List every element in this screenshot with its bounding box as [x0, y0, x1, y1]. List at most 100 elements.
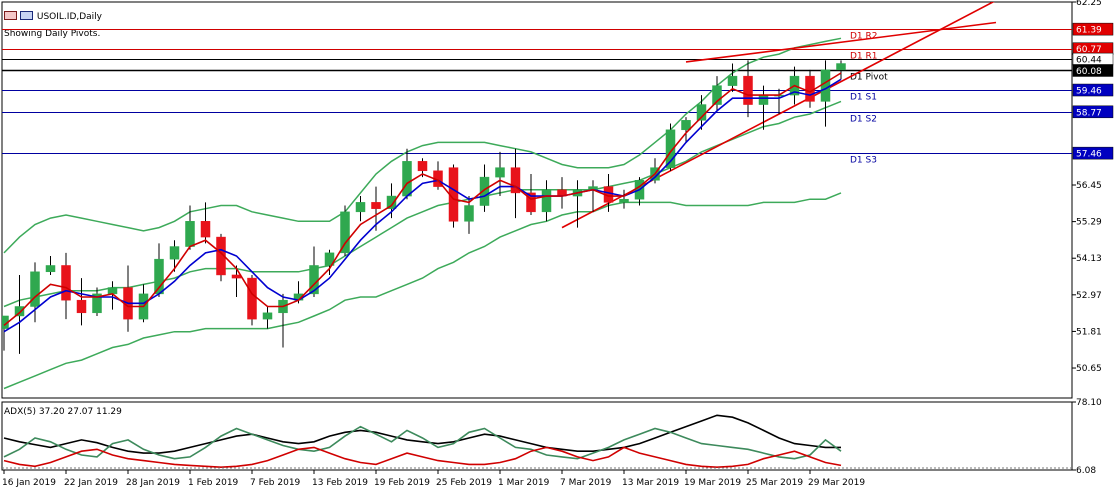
candle: [526, 173, 536, 215]
adx-series-line: [3, 446, 842, 469]
pivot-label: D1 S1: [850, 93, 877, 103]
x-tick-label: 29 Mar 2019: [808, 478, 865, 488]
candle: [619, 189, 629, 209]
x-tick-label: 13 Mar 2019: [622, 478, 679, 488]
candle-body: [200, 221, 211, 238]
candle: [681, 117, 691, 143]
pivot-label: D1 S3: [850, 156, 877, 166]
x-tick-label: 1 Mar 2019: [498, 478, 550, 488]
candle-body: [712, 85, 722, 105]
candle: [216, 233, 226, 282]
price-tag: 57.46: [1072, 146, 1114, 160]
candle: [14, 274, 25, 354]
price-tag-bg: [1072, 22, 1114, 36]
adx-panel-frame: [1, 401, 1073, 471]
pivot-label: D1 R1: [850, 52, 878, 62]
candle: [402, 148, 412, 200]
price-tag-bg: [1072, 64, 1114, 77]
price-tag-label: 58.77: [1076, 108, 1102, 118]
candle-body: [216, 236, 226, 276]
x-tick-label: 19 Feb 2019: [374, 478, 430, 488]
candle: [371, 186, 381, 231]
x-tick-label: 22 Jan 2019: [64, 478, 118, 488]
candle-body: [45, 265, 56, 273]
candle-body: [541, 189, 552, 213]
candle: [169, 240, 180, 272]
candle-body: [619, 198, 629, 203]
adx-plot-group: [2, 414, 1072, 469]
candle-body: [185, 221, 195, 247]
y-tick-label: 51.81: [1076, 327, 1102, 337]
candle-body: [386, 195, 397, 209]
candle-body: [417, 161, 428, 172]
pivot-label: D1 R2: [850, 32, 878, 42]
x-tick-label: 28 Jan 2019: [126, 478, 180, 488]
candle: [247, 274, 257, 326]
price-tag-bg: [1072, 146, 1114, 160]
adx-y-tick-label: 78.10: [1076, 398, 1102, 408]
candle: [278, 293, 288, 348]
candle-body: [262, 312, 273, 320]
candle-body: [169, 246, 180, 260]
x-tick-label: 25 Mar 2019: [746, 478, 803, 488]
x-tick-label: 1 Feb 2019: [188, 478, 239, 488]
candle: [45, 256, 56, 275]
y-tick-label: 62.25: [1076, 0, 1102, 8]
candle: [665, 123, 676, 171]
price-tag-bg: [1072, 83, 1114, 97]
price-tag: 59.46: [1072, 83, 1114, 97]
candle: [510, 148, 521, 219]
chart-title: USOIL.ID,Daily: [4, 11, 102, 22]
y-tick-label: 54.13: [1076, 254, 1102, 264]
x-tick-label: 13 Feb 2019: [312, 478, 368, 488]
price-tag-label: 60.77: [1076, 45, 1102, 55]
candle: [2, 315, 9, 351]
price-tag-bg: [1072, 105, 1114, 119]
candle-body: [510, 167, 521, 194]
price-tag: 60.44: [1072, 52, 1114, 66]
candle-body: [30, 271, 40, 307]
candle-body: [324, 252, 335, 266]
bollinger-lower-line: [3, 192, 842, 390]
candle: [30, 262, 40, 323]
candle-body: [231, 274, 242, 279]
x-tick-label: 7 Feb 2019: [250, 478, 301, 488]
candle-body: [371, 202, 381, 209]
bollinger-middle-line: [3, 100, 842, 308]
candle: [76, 278, 87, 326]
price-tag-label: 60.08: [1076, 67, 1102, 77]
candle: [588, 180, 598, 212]
pivot-label: D1 S2: [850, 115, 877, 125]
pivot-note: Showing Daily Pivots.: [4, 29, 101, 39]
candle-body: [820, 69, 831, 102]
candle-body: [247, 277, 257, 320]
ma-fast-line: [3, 72, 842, 327]
candle: [712, 76, 722, 111]
candle: [696, 95, 707, 130]
candle-body: [681, 120, 691, 131]
price-tag-label: 61.39: [1076, 26, 1102, 36]
y-tick-label: 52.97: [1076, 291, 1102, 301]
x-tick-label: 16 Jan 2019: [2, 478, 56, 488]
candle: [154, 243, 164, 298]
candle-body: [92, 293, 102, 314]
candle: [324, 249, 335, 275]
candle-body: [61, 265, 71, 301]
candle-body: [355, 202, 366, 213]
candle: [200, 202, 211, 244]
candle-body: [495, 167, 505, 178]
candle-body: [805, 75, 815, 102]
candle-body: [14, 306, 25, 317]
main-panel-frame: [1, 1, 1073, 399]
price-tag-label: 57.46: [1076, 150, 1102, 160]
price-tag: 61.39: [1072, 22, 1114, 36]
candle-body: [402, 161, 412, 197]
candle: [262, 306, 273, 329]
candle: [541, 180, 552, 222]
candle-body: [526, 192, 536, 213]
ma-slow-line: [3, 78, 842, 333]
adx-series-line: [3, 414, 841, 454]
x-tick-label: 25 Feb 2019: [436, 478, 492, 488]
candle-body: [464, 205, 474, 222]
